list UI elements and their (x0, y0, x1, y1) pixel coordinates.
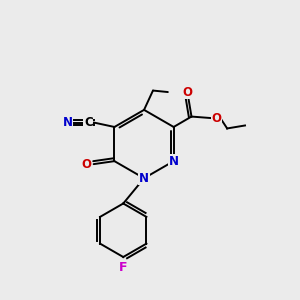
Text: N: N (139, 172, 149, 185)
Text: O: O (182, 86, 192, 99)
Text: N: N (169, 154, 179, 168)
Text: C: C (84, 116, 93, 129)
Text: O: O (212, 112, 222, 124)
Text: F: F (119, 261, 128, 274)
Text: O: O (81, 158, 91, 171)
Text: N: N (63, 116, 73, 129)
